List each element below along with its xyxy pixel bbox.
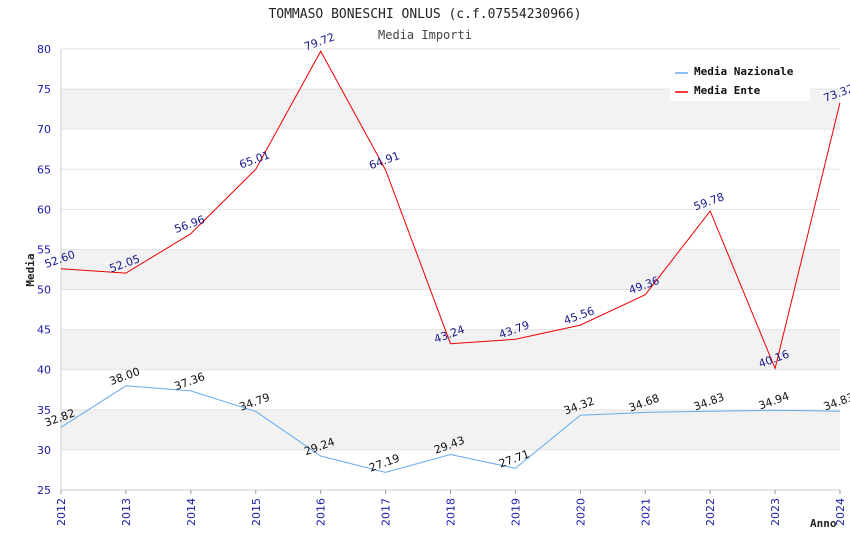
data-label: 56.96 — [173, 213, 207, 236]
y-tick-label: 45 — [37, 324, 51, 337]
y-axis-title: Media — [24, 253, 37, 286]
y-tick-label: 70 — [37, 123, 51, 136]
x-axis-title: Anno — [810, 517, 837, 530]
x-tick-label: 2023 — [769, 498, 782, 526]
grid-band — [61, 329, 840, 370]
y-tick-label: 35 — [37, 404, 51, 417]
data-label: 34.94 — [757, 390, 791, 413]
chart-subtitle: Media Importi — [378, 28, 472, 42]
y-tick-label: 50 — [37, 284, 51, 297]
x-tick-label: 2020 — [574, 498, 587, 526]
y-tick-label: 55 — [37, 243, 51, 256]
x-tick-label: 2015 — [250, 498, 263, 526]
x-tick-label: 2022 — [704, 498, 717, 526]
series-lines — [60, 50, 841, 473]
y-tick-label: 65 — [37, 163, 51, 176]
grid-band — [61, 249, 840, 290]
chart-title: TOMMASO BONESCHI ONLUS (c.f.07554230966) — [268, 7, 581, 22]
x-tick-label: 2021 — [639, 498, 652, 526]
y-tick-label: 60 — [37, 203, 51, 216]
x-axis-ticks: 2012 2013 2014 2015 2016 2017 2018 2019 2020 2021… — [55, 490, 847, 526]
x-tick-label: 2013 — [120, 498, 133, 526]
x-tick-label: 2012 — [55, 498, 68, 526]
series-line-media-ente — [60, 50, 841, 371]
series-line-media-nazionale — [60, 385, 841, 473]
legend-box — [670, 61, 810, 101]
data-label: 27.71 — [497, 448, 531, 471]
x-tick-label: 2019 — [509, 498, 522, 526]
grid-band — [61, 409, 840, 450]
x-tick-label: 2018 — [445, 498, 458, 526]
legend: Media Nazionale Media Ente — [670, 61, 810, 101]
legend-label-media-nazionale: Media Nazionale — [694, 65, 794, 78]
y-axis-ticks: 25 30 35 40 45 50 55 60 65 70 75 80 — [37, 43, 51, 497]
y-tick-label: 40 — [37, 364, 51, 377]
legend-label-media-ente: Media Ente — [694, 84, 761, 97]
y-tick-label: 25 — [37, 484, 51, 497]
y-tick-label: 75 — [37, 83, 51, 96]
data-label: 37.36 — [173, 370, 207, 393]
x-tick-label: 2016 — [315, 498, 328, 526]
data-label: 79.72 — [302, 30, 336, 53]
x-tick-label: 2024 — [834, 498, 847, 526]
y-tick-label: 30 — [37, 444, 51, 457]
data-label: 27.19 — [367, 452, 401, 475]
y-tick-label: 80 — [37, 43, 51, 56]
x-tick-label: 2014 — [185, 498, 198, 526]
data-label: 45.56 — [562, 304, 596, 327]
x-tick-label: 2017 — [380, 498, 393, 526]
data-label: 65.01 — [238, 148, 272, 171]
